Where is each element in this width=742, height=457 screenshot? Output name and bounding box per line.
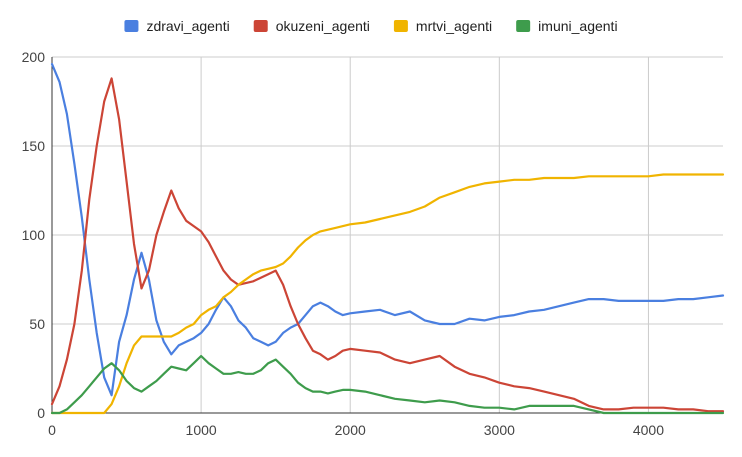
legend-item-mrtvi_agenti[interactable]: mrtvi_agenti xyxy=(393,18,492,34)
y-tick-label: 150 xyxy=(22,138,46,154)
legend-swatch xyxy=(516,20,531,32)
x-tick-label: 3000 xyxy=(484,422,515,438)
y-tick-label: 0 xyxy=(37,405,45,421)
x-tick-label: 0 xyxy=(48,422,56,438)
legend[interactable]: zdravi_agenti okuzeni_agenti mrtvi_agenti i… xyxy=(124,18,618,34)
y-tick-label: 50 xyxy=(29,316,45,332)
legend-swatch xyxy=(253,20,268,32)
legend-item-okuzeni_agenti[interactable]: okuzeni_agenti xyxy=(253,18,370,34)
legend-swatch xyxy=(393,20,408,32)
series-lines xyxy=(50,62,725,415)
legend-item-imuni_agenti[interactable]: imuni_agenti xyxy=(516,18,618,34)
grid xyxy=(52,56,723,413)
series-line-zdravi_agenti xyxy=(50,62,725,397)
y-tick-label: 200 xyxy=(22,49,46,65)
series-line-imuni_agenti xyxy=(50,354,725,415)
legend-label: okuzeni_agenti xyxy=(276,18,370,34)
legend-label: imuni_agenti xyxy=(538,18,617,34)
y-tick-label: 100 xyxy=(22,227,46,243)
legend-item-zdravi_agenti[interactable]: zdravi_agenti xyxy=(124,18,230,34)
series-line-okuzeni_agenti xyxy=(50,77,725,413)
x-tick-label: 1000 xyxy=(186,422,217,438)
x-tick-label: 2000 xyxy=(335,422,366,438)
legend-label: zdravi_agenti xyxy=(146,18,229,34)
series-line-mrtvi_agenti xyxy=(50,173,725,415)
legend-label: mrtvi_agenti xyxy=(416,18,492,34)
x-tick-label: 4000 xyxy=(633,422,664,438)
legend-swatch xyxy=(124,20,139,32)
